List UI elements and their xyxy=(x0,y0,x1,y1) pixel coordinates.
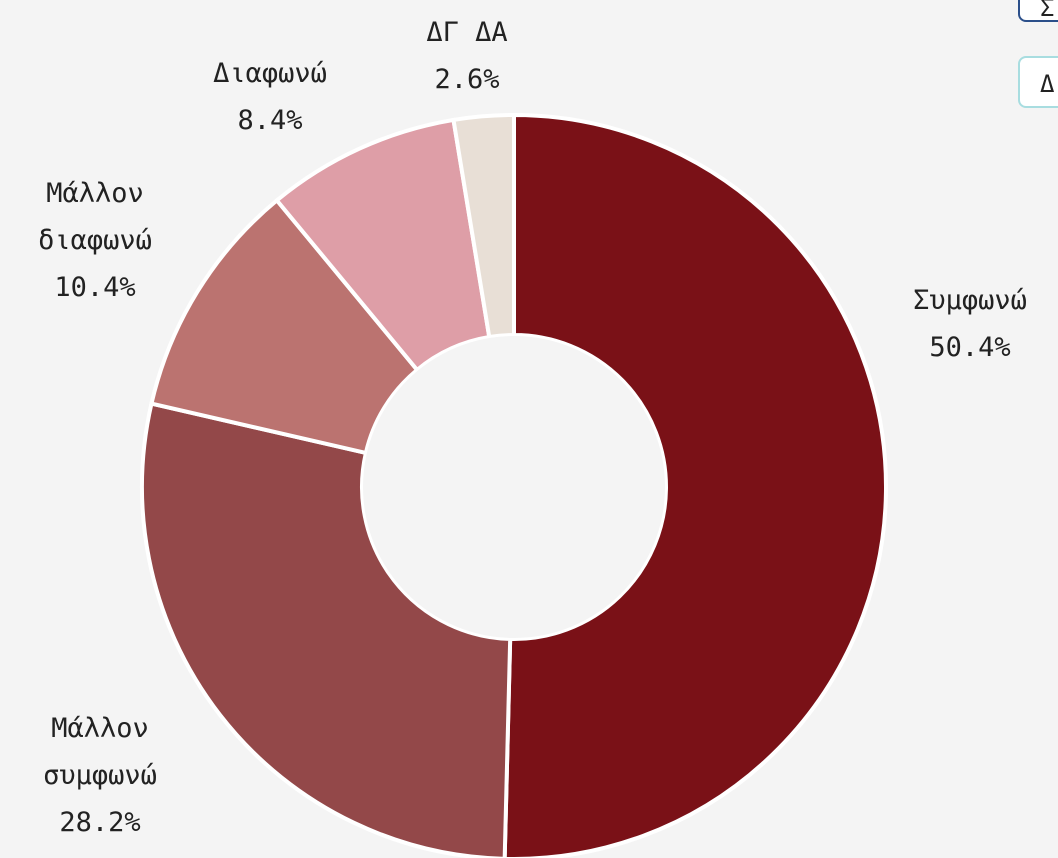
segment-label: Συμφωνώ xyxy=(913,285,1027,316)
donut-segment xyxy=(140,401,513,858)
segment-label: Μάλλον συμφωνώ xyxy=(43,713,157,791)
segment-label: ΔΓ ΔΑ xyxy=(426,17,508,48)
segment-value: 28.2% xyxy=(59,807,141,838)
segment-value: 2.6% xyxy=(434,64,500,95)
donut-segment xyxy=(451,112,516,340)
segment-value: 10.4% xyxy=(54,272,136,303)
filter-button[interactable]: Δ xyxy=(1018,56,1058,108)
segment-label: Διαφωνώ xyxy=(213,58,327,89)
donut-segment xyxy=(502,112,888,858)
segment-value: 8.4% xyxy=(237,105,303,136)
filter-button[interactable]: Σ xyxy=(1018,0,1058,22)
donut-segment xyxy=(274,117,492,373)
segment-value: 50.4% xyxy=(929,332,1011,363)
donut-hole xyxy=(363,336,665,638)
segment-label: Μάλλον διαφωνώ xyxy=(38,178,152,256)
donut-segment xyxy=(149,197,420,456)
